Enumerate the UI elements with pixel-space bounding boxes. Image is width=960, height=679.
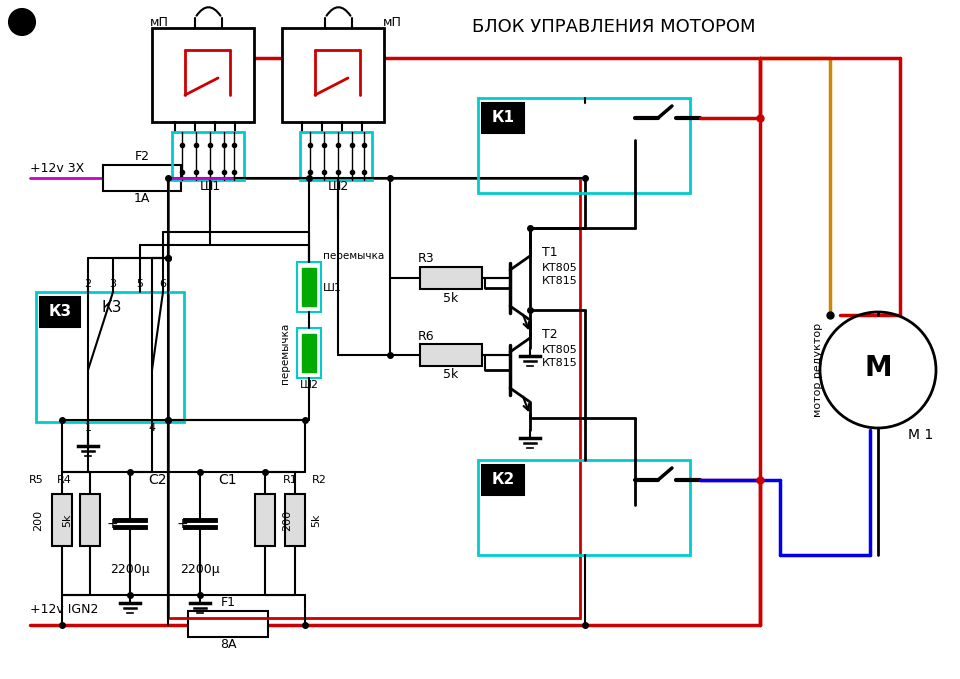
Text: Ш1: Ш1 [200, 179, 221, 193]
Text: мотор редуктор: мотор редуктор [813, 323, 823, 417]
Text: КТ805: КТ805 [542, 345, 578, 355]
Text: 4: 4 [149, 423, 156, 433]
Text: КТ815: КТ815 [542, 358, 578, 368]
Text: +12v IGN2: +12v IGN2 [30, 603, 98, 616]
Bar [297, 328, 321, 378]
Text: КТ815: КТ815 [542, 276, 578, 286]
Text: R4: R4 [58, 475, 72, 485]
Text: мП: мП [383, 16, 402, 29]
Text: 5k: 5k [311, 513, 321, 527]
Text: БЛОК УПРАВЛЕНИЯ МОТОРОМ: БЛОК УПРАВЛЕНИЯ МОТОРОМ [471, 18, 755, 36]
Text: 200: 200 [282, 509, 292, 530]
Text: R3: R3 [418, 251, 435, 265]
Text: КТ805: КТ805 [542, 263, 578, 273]
Text: 5k: 5k [444, 369, 459, 382]
Text: К3: К3 [102, 301, 122, 316]
Text: M 1: M 1 [908, 428, 933, 442]
Text: C2: C2 [148, 473, 166, 487]
Text: +: + [177, 517, 188, 531]
Bar [255, 494, 275, 546]
Text: +12v 3Х: +12v 3Х [30, 162, 84, 175]
Text: 2: 2 [84, 279, 91, 289]
Text: 5k: 5k [62, 513, 72, 527]
Bar [285, 494, 305, 546]
Text: R5: R5 [29, 475, 44, 485]
Bar [152, 28, 254, 122]
Text: +: + [107, 517, 118, 531]
Bar [80, 494, 100, 546]
Bar [482, 465, 524, 495]
Text: К3: К3 [48, 304, 72, 320]
Text: Ш2: Ш2 [327, 179, 348, 193]
Bar [302, 268, 316, 306]
Text: 5k: 5k [444, 291, 459, 304]
Text: Т2: Т2 [542, 329, 558, 342]
Bar [40, 297, 80, 327]
Text: 6: 6 [159, 279, 166, 289]
Circle shape [9, 9, 35, 35]
Text: 200: 200 [33, 509, 43, 530]
Text: R6: R6 [418, 329, 435, 342]
Text: перемычка: перемычка [280, 323, 290, 384]
Bar [478, 98, 690, 193]
Text: R2: R2 [312, 475, 326, 485]
Text: R1: R1 [283, 475, 298, 485]
Text: мП: мП [150, 16, 169, 29]
Text: Т1: Т1 [542, 246, 558, 259]
Text: 1: 1 [84, 423, 91, 433]
Text: 2200μ: 2200μ [110, 564, 150, 576]
Bar [168, 178, 580, 618]
Bar [297, 262, 321, 312]
Text: 1А: 1А [133, 191, 150, 204]
Bar [172, 132, 244, 180]
Bar [103, 165, 181, 191]
Bar [282, 28, 384, 122]
Text: К1: К1 [492, 111, 515, 126]
Text: 5: 5 [136, 279, 143, 289]
Text: F2: F2 [134, 151, 150, 164]
Text: M: M [864, 354, 892, 382]
Text: Ш2: Ш2 [300, 380, 319, 390]
Bar [52, 494, 72, 546]
Text: К2: К2 [492, 473, 515, 488]
Text: 2200μ: 2200μ [180, 564, 220, 576]
Bar [478, 460, 690, 555]
Text: C1: C1 [218, 473, 236, 487]
Bar [420, 344, 482, 366]
Bar [300, 132, 372, 180]
Bar [302, 334, 316, 372]
Text: перемычка: перемычка [323, 251, 384, 261]
Text: Ш1: Ш1 [323, 283, 342, 293]
Bar [36, 292, 184, 422]
Text: 3: 3 [109, 279, 116, 289]
Bar [188, 611, 268, 637]
Bar [482, 103, 524, 133]
Text: F1: F1 [221, 596, 235, 610]
Text: 8A: 8A [220, 638, 236, 651]
Bar [420, 267, 482, 289]
